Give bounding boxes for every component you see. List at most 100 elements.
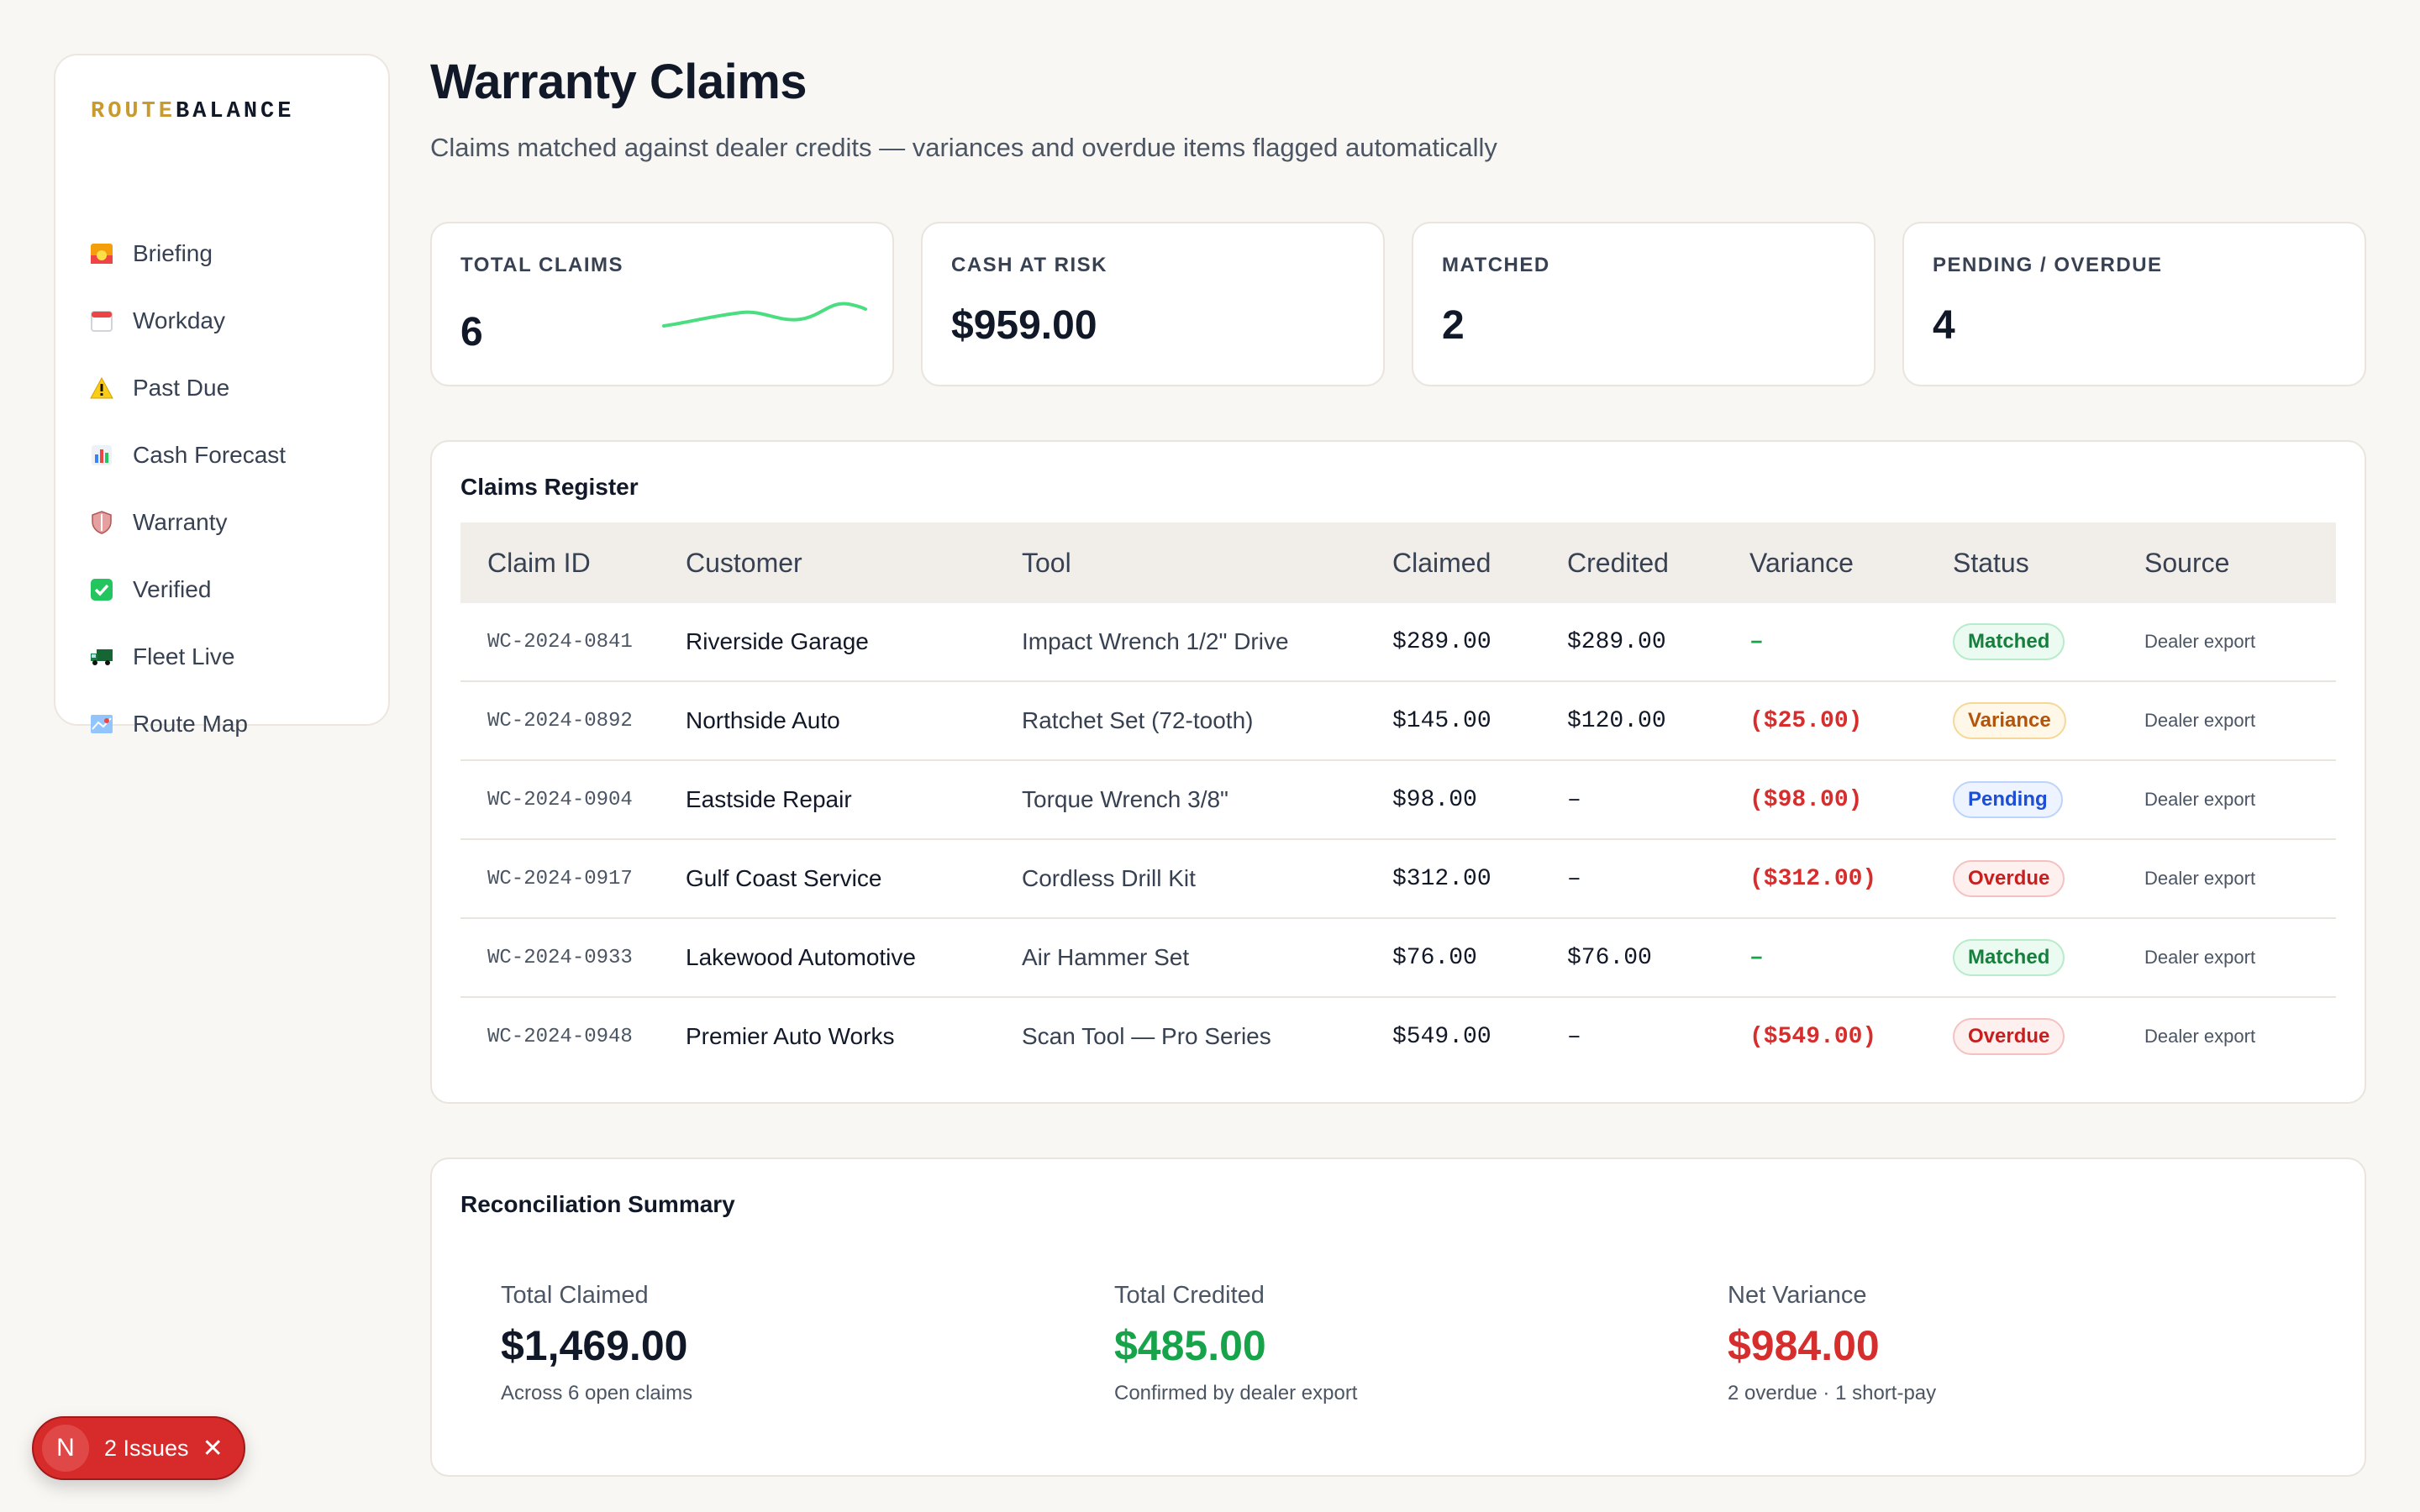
kpi-label: PENDING / OVERDUE <box>1933 254 2163 276</box>
sidebar-item-label: Cash Forecast <box>133 442 287 468</box>
sidebar-item-warranty[interactable]: Warranty <box>89 489 366 556</box>
table-row[interactable]: WC-2024-0917 Gulf Coast Service Cordless… <box>460 839 2336 919</box>
status-badge: Variance <box>1953 702 2066 739</box>
sidebar-item-label: Warranty <box>133 509 228 535</box>
claim-id: WC-2024-0917 <box>460 839 686 919</box>
sidebar: ROUTEBALANCE Briefing Workday Past Due C… <box>54 54 390 737</box>
sidebar-item-cash-forecast[interactable]: Cash Forecast <box>89 422 366 489</box>
sidebar-item-label: Briefing <box>133 240 213 266</box>
table-row[interactable]: WC-2024-0948 Premier Auto Works Scan Too… <box>460 997 2336 1075</box>
credited-amount: $289.00 <box>1567 603 1749 682</box>
claimed-amount: $549.00 <box>1392 1023 1491 1050</box>
variance-amount: ($549.00) <box>1749 1023 1877 1050</box>
variance-amount: ($312.00) <box>1749 839 1953 919</box>
issues-badge-button[interactable]: N 2 Issues ✕ <box>32 1416 245 1480</box>
kpi-card-pending-overdue: PENDING / OVERDUE 4 <box>1902 222 2366 386</box>
kpi-label: CASH AT RISK <box>951 254 1107 276</box>
customer-name: Premier Auto Works <box>686 1023 895 1049</box>
reconciliation-summary-card: Reconciliation Summary Total Claimed $1,… <box>430 1158 2366 1477</box>
calendar-icon <box>89 308 114 333</box>
summary-label: Total Claimed <box>501 1282 649 1309</box>
issues-avatar: N <box>42 1425 89 1472</box>
source-label: Dealer export <box>2144 681 2336 761</box>
variance-amount: – <box>1749 918 1953 998</box>
summary-note: Across 6 open claims <box>501 1382 693 1404</box>
claimed-amount: $312.00 <box>1392 839 1567 919</box>
claims-table: Claim ID Customer Tool Claimed Credited … <box>460 522 2336 1075</box>
sparkline-chart <box>662 302 867 328</box>
claimed-amount: $76.00 <box>1392 918 1567 998</box>
credited-amount: – <box>1567 839 1749 919</box>
sidebar-item-fleet-live[interactable]: Fleet Live <box>89 623 366 690</box>
sidebar-item-label: Fleet Live <box>133 643 235 669</box>
truck-icon <box>89 644 114 669</box>
table-header-row: Claim ID Customer Tool Claimed Credited … <box>460 522 2336 603</box>
table-row[interactable]: WC-2024-0841 Riverside Garage Impact Wre… <box>460 603 2336 682</box>
summary-value: $1,469.00 <box>501 1322 688 1369</box>
customer-name: Northside Auto <box>686 681 1022 761</box>
status-badge: Overdue <box>1953 860 2065 897</box>
kpi-card-cash-at-risk: CASH AT RISK $959.00 <box>921 222 1385 386</box>
source-label: Dealer export <box>2144 918 2336 998</box>
warning-icon <box>89 375 114 401</box>
sidebar-item-verified[interactable]: Verified <box>89 556 366 623</box>
column-header-variance[interactable]: Variance <box>1749 522 1953 603</box>
claim-id: WC-2024-0892 <box>460 681 686 761</box>
table-row[interactable]: WC-2024-0904 Eastside Repair Torque Wren… <box>460 760 2336 840</box>
credited-amount: – <box>1567 760 1749 840</box>
source-label: Dealer export <box>2144 603 2336 682</box>
table-row[interactable]: WC-2024-0933 Lakewood Automotive Air Ham… <box>460 918 2336 998</box>
claim-id: WC-2024-0841 <box>460 603 686 682</box>
claim-id: WC-2024-0904 <box>460 760 686 840</box>
column-header-status[interactable]: Status <box>1953 522 2144 603</box>
column-header-source[interactable]: Source <box>2144 522 2336 603</box>
claim-id: WC-2024-0933 <box>460 918 686 998</box>
bar-chart-icon <box>89 443 114 468</box>
credited-amount: $120.00 <box>1567 681 1749 761</box>
summary-total-credited: Total Credited $485.00 Confirmed by deal… <box>1114 1282 1357 1405</box>
summary-note: 2 overdue · 1 short-pay <box>1728 1382 1937 1404</box>
sidebar-item-past-due[interactable]: Past Due <box>89 354 366 422</box>
kpi-label: TOTAL CLAIMS <box>460 254 623 276</box>
shield-icon <box>89 510 114 535</box>
claims-register-card: Claims Register Claim ID Customer Tool C… <box>430 440 2366 1104</box>
issues-label: 2 Issues <box>104 1435 189 1461</box>
column-header-tool[interactable]: Tool <box>1022 522 1392 603</box>
tool-name: Scan Tool — Pro Series <box>1022 1023 1271 1049</box>
brand-logo[interactable]: ROUTEBALANCE <box>91 99 294 124</box>
column-header-credited[interactable]: Credited <box>1567 522 1749 603</box>
map-icon <box>89 711 114 737</box>
check-box-icon <box>89 577 114 602</box>
column-header-claim-id[interactable]: Claim ID <box>460 522 686 603</box>
sidebar-item-briefing[interactable]: Briefing <box>89 220 366 287</box>
customer-name: Eastside Repair <box>686 760 1022 840</box>
kpi-value: 2 <box>1442 303 1465 348</box>
sidebar-item-label: Verified <box>133 576 212 602</box>
card-title: Reconciliation Summary <box>460 1191 735 1217</box>
tool-name: Air Hammer Set <box>1022 918 1392 998</box>
variance-amount: ($98.00) <box>1749 760 1953 840</box>
close-icon[interactable]: ✕ <box>202 1434 224 1462</box>
column-header-customer[interactable]: Customer <box>686 522 1022 603</box>
source-label: Dealer export <box>2144 1026 2256 1047</box>
claimed-amount: $145.00 <box>1392 681 1567 761</box>
variance-amount: ($25.00) <box>1749 681 1953 761</box>
claimed-amount: $98.00 <box>1392 760 1567 840</box>
brand-part-route: ROUTE <box>91 99 176 124</box>
brand-part-balance: BALANCE <box>176 99 295 124</box>
tool-name: Ratchet Set (72-tooth) <box>1022 681 1392 761</box>
variance-amount: – <box>1749 603 1953 682</box>
status-cell: Overdue <box>1953 997 2144 1075</box>
tool-name: Cordless Drill Kit <box>1022 839 1392 919</box>
claimed-amount: $289.00 <box>1392 603 1567 682</box>
sidebar-item-label: Workday <box>133 307 225 333</box>
kpi-card-matched: MATCHED 2 <box>1412 222 1876 386</box>
sidebar-item-workday[interactable]: Workday <box>89 287 366 354</box>
page-title: Warranty Claims <box>430 55 808 109</box>
table-row[interactable]: WC-2024-0892 Northside Auto Ratchet Set … <box>460 681 2336 761</box>
customer-name: Lakewood Automotive <box>686 918 1022 998</box>
credited-amount: $76.00 <box>1567 918 1749 998</box>
column-header-claimed[interactable]: Claimed <box>1392 522 1567 603</box>
status-badge: Matched <box>1953 623 2065 660</box>
sidebar-item-route-map[interactable]: Route Map <box>89 690 366 758</box>
